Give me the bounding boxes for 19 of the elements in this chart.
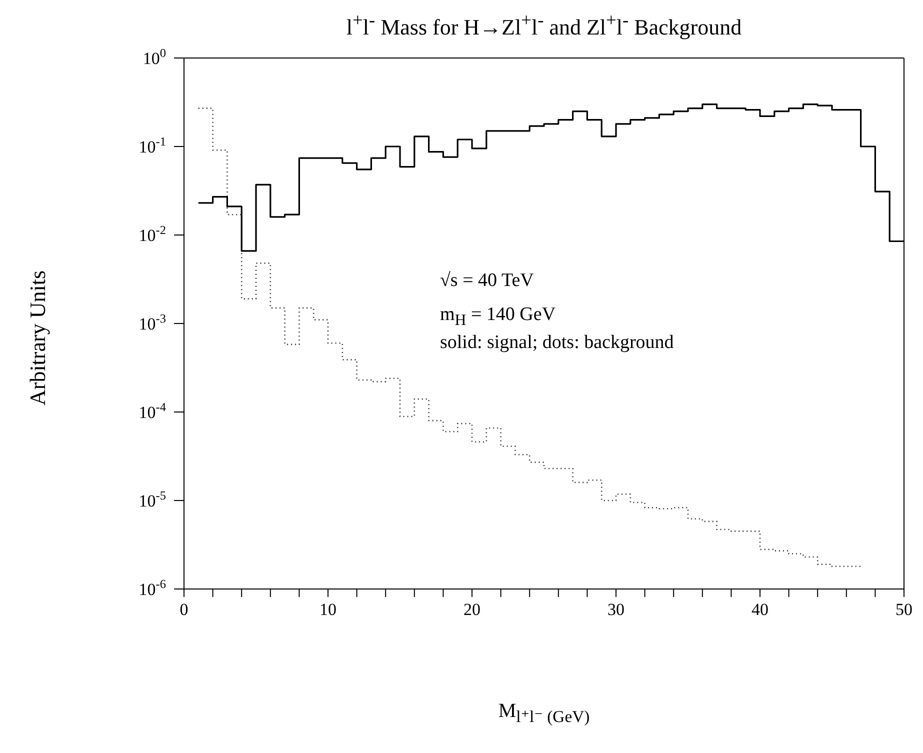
x-tick-label: 40: [752, 600, 768, 619]
annotation: √s = 40 TeV: [440, 270, 534, 292]
x-axis-title: M$_{l⁺l⁻ (GeV)}$: [497, 700, 591, 727]
y-tick-label: 10$^{-3}$: [138, 312, 166, 334]
x-tick-label: 50: [896, 600, 912, 619]
y-tick-label: 10$^{-4}$: [138, 400, 166, 422]
y-tick-label: 10$^{-6}$: [138, 577, 166, 599]
annotation: m$_{H}$ = 140 GeV: [440, 304, 556, 330]
y-axis-title: Arbitrary Units: [25, 270, 51, 406]
x-tick-label: 30: [608, 600, 624, 619]
x-tick-label: 10: [320, 600, 336, 619]
y-tick-label: 10$^{-5}$: [138, 488, 166, 510]
x-tick-label: 20: [464, 600, 480, 619]
y-tick-label: 10$^{0}$: [142, 46, 166, 68]
chart-title: l$^{+}$l$^{-}$ Mass for H→Zl$^{+}$l$^{-}$ and Zl$^{+}$l$^{-}$ Background: [346, 10, 742, 40]
annotation: solid: signal; dots: background: [440, 332, 674, 354]
x-tick-label: 0: [180, 600, 188, 619]
y-tick-label: 10$^{-2}$: [138, 223, 166, 245]
y-tick-label: 10$^{-1}$: [138, 134, 166, 156]
